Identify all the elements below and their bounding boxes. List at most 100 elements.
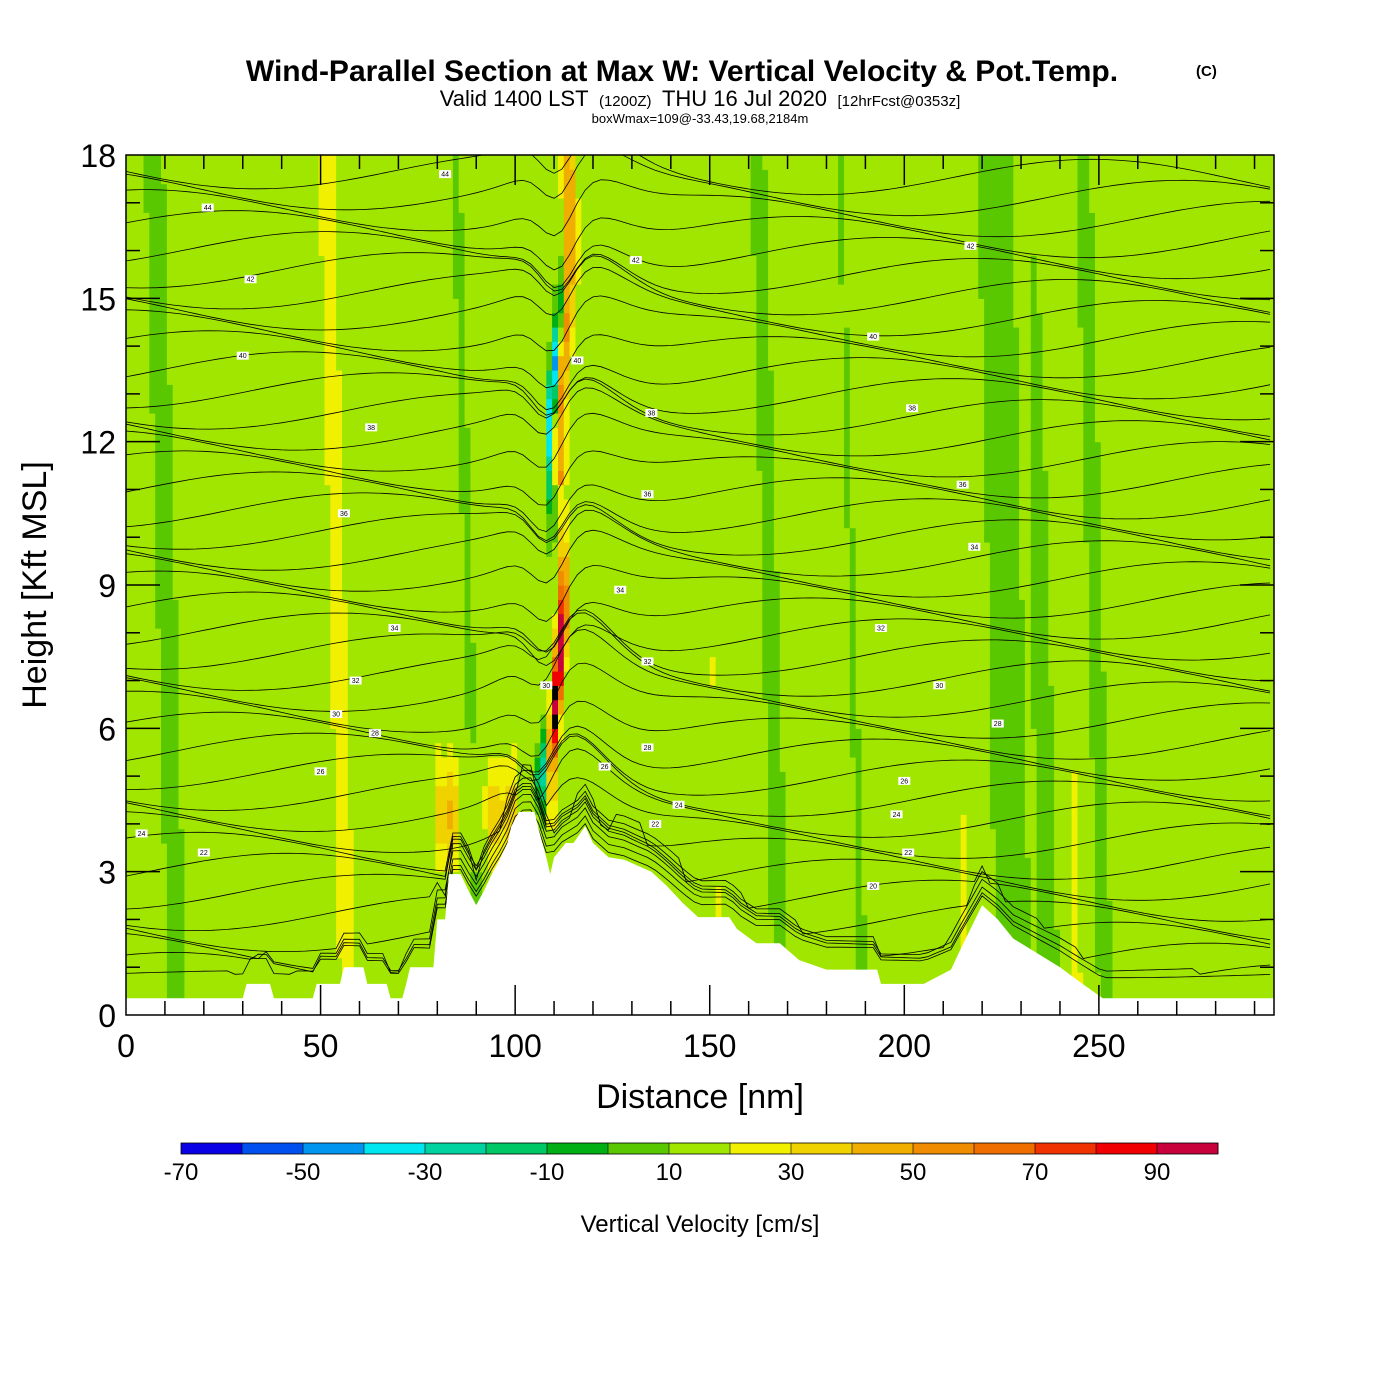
field-cell [587, 527, 594, 543]
field-cell [260, 800, 267, 815]
field-cell [353, 957, 361, 973]
field-cell [178, 800, 185, 815]
field-cell [476, 212, 483, 228]
field-cell [371, 183, 378, 199]
field-cell [330, 972, 337, 987]
field-cell [505, 441, 512, 457]
field-cell [482, 513, 489, 529]
field-cell [353, 284, 361, 299]
field-cell [347, 628, 355, 643]
field-cell [604, 226, 612, 242]
field-cell [464, 585, 471, 600]
field-cell [178, 470, 185, 486]
field-cell [377, 828, 384, 844]
field-cell [283, 671, 290, 686]
field-cell [493, 155, 501, 170]
field-cell [161, 341, 168, 357]
field-cell [604, 599, 612, 615]
field-cell [277, 613, 285, 629]
field-cell [441, 828, 448, 844]
field-cell [493, 714, 501, 729]
field-cell [511, 513, 518, 529]
field-cell [260, 742, 267, 758]
field-cell [382, 585, 390, 600]
field-cell [470, 771, 477, 787]
field-cell [324, 613, 331, 629]
field-cell [558, 771, 565, 787]
field-cell [377, 771, 384, 787]
field-cell [558, 284, 565, 299]
field-cell [452, 484, 460, 500]
field-cell [324, 398, 331, 414]
field-cell [429, 183, 436, 199]
field-cell [312, 972, 320, 987]
field-cell [598, 413, 606, 428]
field-cell [388, 384, 396, 400]
field-cell [546, 398, 553, 414]
field-cell [196, 513, 203, 529]
field-cell [347, 169, 355, 185]
field-cell [207, 513, 215, 529]
field-cell [242, 327, 250, 342]
field-cell [213, 470, 220, 486]
field-cell [540, 212, 547, 228]
field-cell [558, 183, 565, 199]
field-cell [412, 155, 419, 170]
field-cell [470, 413, 477, 428]
field-cell [587, 155, 594, 170]
field-cell [406, 742, 413, 758]
field-cell [231, 298, 238, 314]
field-cell [225, 871, 232, 887]
field-cell [155, 685, 162, 701]
field-cell [353, 943, 361, 959]
field-cell [406, 241, 413, 256]
field-cell [382, 183, 390, 199]
field-cell [260, 241, 267, 256]
field-cell [476, 499, 483, 514]
field-cell [271, 757, 279, 772]
field-cell [342, 269, 349, 285]
field-cell [470, 742, 477, 758]
field-cell [126, 312, 133, 328]
field-cell [166, 527, 174, 543]
field-cell [143, 857, 150, 873]
field-cell [382, 656, 390, 672]
field-cell [324, 298, 331, 314]
field-cell [143, 642, 150, 658]
field-cell [155, 800, 162, 815]
field-cell [254, 241, 261, 256]
field-cell [219, 771, 226, 787]
field-cell [301, 183, 308, 199]
field-cell [231, 628, 238, 643]
field-cell [388, 771, 396, 787]
field-cell [534, 656, 541, 672]
field-cell [470, 570, 477, 586]
field-cell [517, 427, 524, 443]
field-cell [563, 384, 571, 400]
field-cell [581, 499, 588, 514]
field-cell [412, 914, 419, 930]
field-cell [499, 771, 506, 787]
field-cell [540, 298, 547, 314]
field-cell [143, 470, 150, 486]
field-cell [248, 699, 255, 715]
field-cell [598, 642, 606, 658]
field-cell [207, 857, 215, 873]
field-cell [505, 699, 512, 715]
field-cell [178, 814, 185, 830]
field-cell [155, 556, 162, 572]
field-cell [155, 628, 162, 643]
field-cell [552, 284, 559, 299]
field-cell [493, 828, 501, 844]
subtitle-forecast: [12hrFcst@0353z] [838, 93, 961, 110]
field-cell [149, 470, 156, 486]
field-cell [271, 886, 279, 901]
field-cell [149, 972, 156, 987]
field-cell [271, 628, 279, 643]
field-cell [522, 570, 530, 586]
field-cell [178, 155, 185, 170]
field-cell [540, 685, 547, 701]
field-cell [225, 413, 232, 428]
field-cell [312, 871, 320, 887]
field-cell [417, 513, 425, 529]
